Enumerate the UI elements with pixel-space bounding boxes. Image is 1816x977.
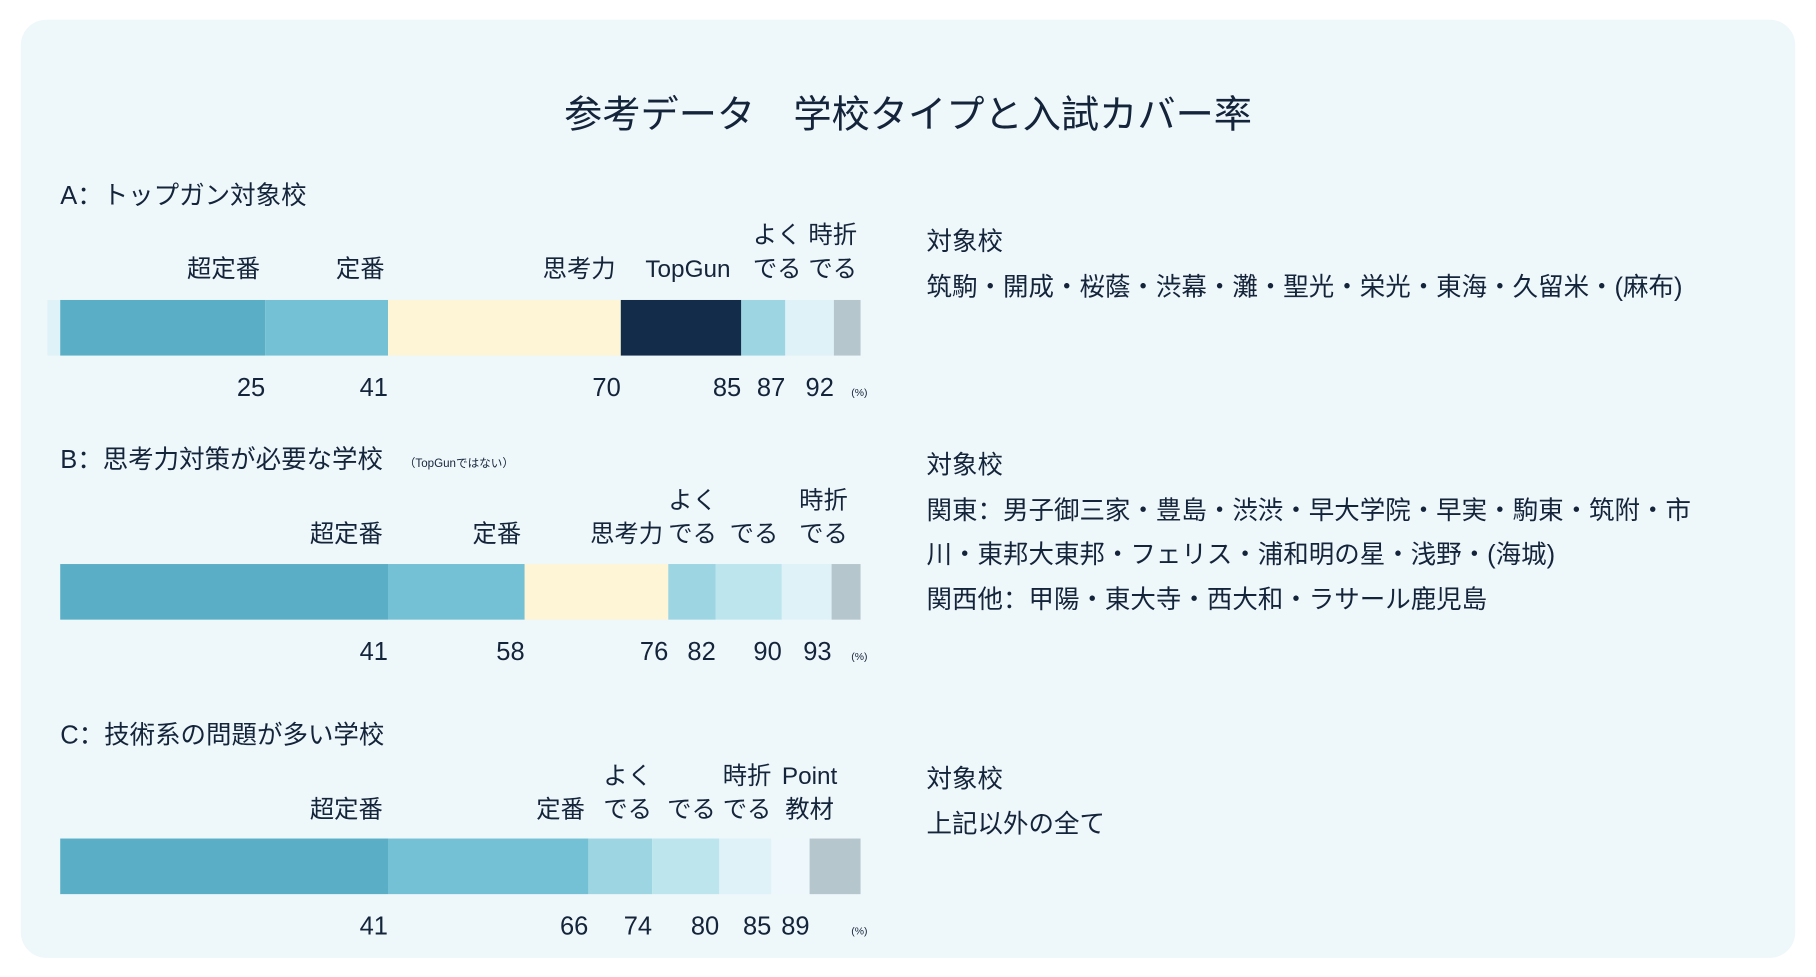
segment-value: 25	[236, 372, 266, 402]
segment-label: よく でる	[752, 222, 802, 283]
target-schools: 対象校上記以外の全て	[927, 757, 1105, 846]
bar-segment	[809, 838, 861, 895]
bar-segment	[60, 838, 388, 895]
bar-segment	[387, 838, 589, 895]
section-heading: A：トップガン対象校	[60, 175, 306, 212]
coverage-bar	[60, 838, 861, 895]
bar-segment	[652, 838, 720, 895]
bar-segment	[60, 564, 388, 620]
segment-value: 85	[743, 911, 772, 941]
coverage-bar	[60, 564, 861, 620]
bar-segment	[60, 299, 266, 356]
bar-segment	[387, 299, 621, 356]
segment-value: 74	[623, 911, 653, 941]
bar-segment	[781, 564, 832, 620]
segment-label: 定番	[536, 796, 585, 824]
segment-label: Point 教材	[781, 763, 838, 824]
segment-value: 85	[712, 372, 742, 402]
bar-segment	[785, 299, 834, 356]
coverage-bar	[60, 299, 861, 356]
target-schools-line: 川・東邦大東邦・フェリス・浦和明の星・浅野・(海城)	[926, 539, 1556, 569]
segment-value: 89	[781, 911, 810, 941]
bar-segment	[771, 838, 810, 895]
segment-value: 58	[496, 637, 525, 666]
target-schools-label: 対象校	[926, 764, 1004, 794]
bar-lead-segment	[47, 299, 61, 356]
target-schools: 対象校関東：男子御三家・豊島・渋渋・早大学院・早実・駒東・筑附・市 川・東邦大東邦…	[927, 444, 1691, 622]
segment-label: 超定番	[309, 521, 383, 548]
target-schools-line: 上記以外の全て	[926, 809, 1105, 838]
segment-value: 87	[756, 372, 786, 402]
section-heading-text: C：技術系の問題が多い学校	[60, 720, 385, 750]
bar-segment	[741, 299, 786, 356]
unit-label: (%)	[851, 650, 868, 663]
segment-label: 時折 でる	[722, 763, 772, 824]
segment-value: 70	[592, 372, 621, 402]
segment-value: 66	[560, 911, 589, 941]
unit-label: (%)	[851, 386, 868, 399]
bar-segment	[715, 564, 782, 620]
bar-segment	[831, 564, 861, 620]
bar-segment	[668, 564, 716, 620]
target-schools-label: 対象校	[926, 227, 1004, 256]
target-schools-line: 関東：男子御三家・豊島・渋渋・早大学院・早実・駒東・筑附・市	[926, 495, 1691, 525]
unit-label: (%)	[851, 925, 868, 937]
bar-segment	[588, 838, 653, 895]
segment-value: 92	[805, 372, 834, 402]
segment-label: 思考力	[542, 255, 616, 283]
segment-label: でる	[667, 796, 716, 824]
segment-label: 定番	[472, 521, 522, 548]
target-schools: 対象校筑駒・開成・桜蔭・渋幕・灘・聖光・栄光・東海・久留米・(麻布)	[927, 220, 1683, 309]
section-heading-text: B：思考力対策が必要な学校	[60, 444, 384, 474]
section-heading: C：技術系の問題が多い学校	[60, 715, 384, 752]
segment-label: 時折 でる	[808, 222, 858, 283]
segment-label: 思考力	[590, 521, 664, 548]
bar-segment	[524, 564, 669, 620]
segment-value: 41	[359, 911, 388, 941]
page-title: 参考データ 学校タイプと入試カバー率	[564, 92, 1253, 136]
segment-label: 時折 でる	[799, 487, 848, 548]
target-schools-line: 筑駒・開成・桜蔭・渋幕・灘・聖光・栄光・東海・久留米・(麻布)	[926, 271, 1683, 301]
segment-value: 41	[359, 637, 388, 666]
segment-value: 93	[803, 637, 832, 666]
bar-segment	[620, 299, 742, 356]
segment-value: 82	[687, 637, 716, 666]
segment-label: よく でる	[668, 487, 717, 548]
segment-value: 41	[359, 372, 388, 402]
bar-segment	[833, 299, 861, 356]
section-heading: B：思考力対策が必要な学校 （TopGunではない）	[60, 439, 514, 476]
bar-segment	[387, 564, 525, 620]
card	[20, 19, 1796, 958]
target-schools-label: 対象校	[926, 450, 1004, 480]
section-note: （TopGunではない）	[403, 457, 514, 470]
segment-label: 定番	[335, 255, 385, 283]
section-heading-text: A：トップガン対象校	[60, 180, 307, 210]
bar-segment	[719, 838, 772, 895]
segment-label: 超定番	[187, 255, 261, 283]
segment-label: 超定番	[309, 796, 383, 824]
segment-value: 76	[639, 637, 669, 666]
segment-label: でる	[729, 521, 779, 548]
segment-value: 80	[690, 911, 720, 941]
segment-label: TopGun	[645, 255, 731, 283]
bar-segment	[265, 299, 388, 356]
target-schools-line: 関西他：甲陽・東大寺・西大和・ラサール鹿児島	[926, 584, 1488, 614]
segment-label: よく でる	[603, 763, 653, 824]
segment-value: 90	[753, 637, 782, 666]
